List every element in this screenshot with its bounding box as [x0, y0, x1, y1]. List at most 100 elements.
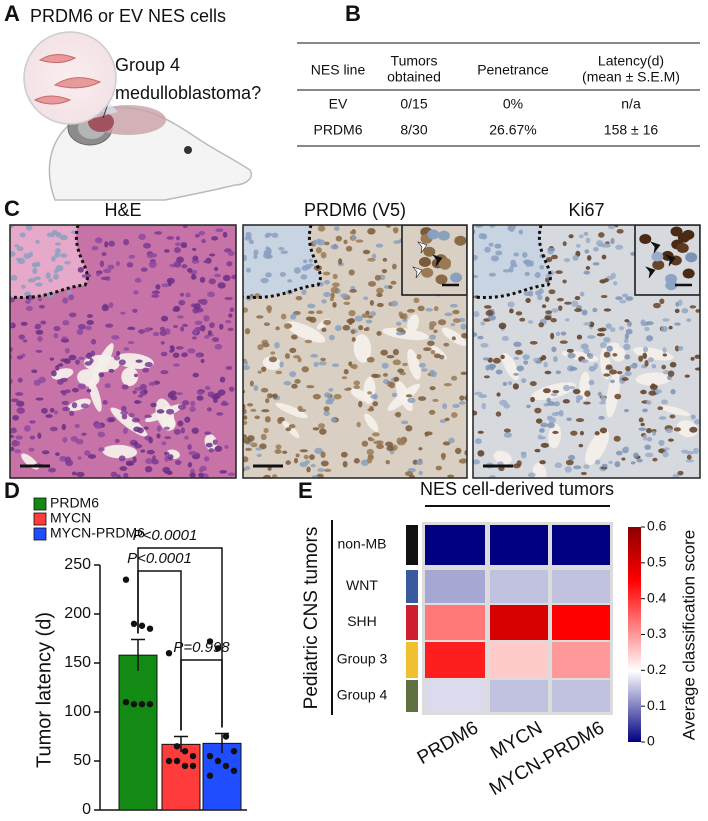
nucleus: [123, 427, 128, 435]
nucleus: [271, 232, 279, 238]
legend-swatch: [33, 527, 47, 541]
nucleus: [68, 410, 75, 417]
panel-label: D: [4, 478, 20, 503]
nucleus: [341, 376, 348, 380]
tissue-gap: [548, 423, 562, 449]
nucleus: [32, 267, 38, 275]
nucleus: [546, 257, 553, 263]
nucleus: [94, 237, 103, 244]
nucleus: [563, 384, 571, 392]
nucleus: [35, 329, 44, 335]
nucleus: [355, 239, 364, 243]
nucleus: [369, 300, 375, 306]
nucleus: [142, 242, 152, 249]
nucleus: [81, 432, 87, 436]
nucleus: [690, 414, 696, 420]
nucleus: [27, 278, 36, 283]
nucleus: [645, 321, 654, 326]
p-value: P<0.0001: [127, 550, 192, 567]
nucleus: [314, 447, 323, 455]
nucleus: [498, 322, 507, 330]
nucleus: [363, 296, 369, 301]
nucleus: [575, 418, 585, 423]
nucleus: [38, 376, 46, 384]
data-point: [146, 625, 154, 632]
nucleus: [599, 427, 608, 434]
nucleus: [551, 346, 557, 353]
nucleus: [552, 390, 560, 394]
inset-nucleus: [418, 257, 431, 268]
nucleus: [59, 234, 68, 241]
nucleus: [348, 317, 355, 324]
nucleus: [558, 305, 563, 311]
nucleus: [659, 298, 665, 305]
nucleus: [658, 439, 665, 446]
nucleus: [548, 289, 556, 295]
nucleus: [156, 425, 162, 432]
nucleus: [616, 371, 623, 375]
nucleus: [77, 456, 82, 460]
nucleus: [596, 240, 604, 247]
colorbar-tick-label: 0.4: [647, 589, 667, 605]
nucleus: [53, 326, 61, 332]
nucleus: [382, 372, 388, 377]
nucleus: [121, 413, 128, 420]
nucleus: [461, 332, 467, 339]
nucleus: [101, 251, 107, 257]
nucleus: [603, 373, 611, 377]
nucleus: [605, 364, 613, 370]
nucleus: [62, 437, 68, 443]
arrowhead: [432, 254, 443, 267]
tumor-border: [473, 225, 552, 299]
nucleus: [76, 329, 84, 335]
nucleus: [61, 423, 67, 431]
nucleus: [134, 277, 142, 283]
nucleus: [669, 361, 677, 368]
nucleus: [148, 381, 156, 387]
nucleus: [574, 296, 581, 301]
nucleus: [87, 454, 97, 459]
nucleus: [35, 239, 40, 244]
nucleus: [638, 417, 644, 423]
nucleus: [250, 408, 257, 412]
nucleus: [400, 420, 409, 425]
nucleus: [619, 299, 627, 304]
data-point: [165, 757, 173, 765]
nucleus: [29, 435, 36, 440]
nucleus: [310, 464, 316, 468]
nucleus: [477, 335, 484, 340]
nucleus: [17, 377, 23, 383]
nucleus: [304, 339, 313, 344]
nucleus: [160, 315, 169, 322]
nucleus: [260, 387, 269, 393]
nucleus: [308, 263, 314, 267]
nucleus: [144, 327, 151, 333]
nucleus: [77, 266, 84, 273]
nucleus: [32, 262, 38, 267]
nucleus: [433, 329, 438, 333]
nucleus: [14, 449, 22, 454]
nucleus: [176, 315, 184, 319]
nucleus: [193, 303, 201, 310]
nucleus: [543, 361, 548, 368]
nucleus: [652, 457, 658, 462]
nucleus: [214, 266, 219, 272]
nucleus: [686, 318, 692, 322]
data-point: [122, 699, 130, 706]
nucleus: [151, 459, 159, 465]
nucleus: [673, 427, 681, 432]
table-cell: 0/15: [400, 96, 427, 112]
nucleus: [55, 452, 60, 457]
nucleus: [150, 402, 157, 408]
nucleus: [68, 294, 75, 301]
nucleus: [187, 462, 193, 468]
row-label: WNT: [346, 577, 378, 593]
nucleus: [502, 381, 508, 387]
tissue-gap: [285, 321, 326, 343]
nucleus: [146, 252, 154, 259]
nucleus: [181, 352, 188, 358]
nucleus: [444, 417, 450, 422]
nucleus: [285, 460, 291, 465]
nucleus: [599, 401, 606, 405]
nucleus: [444, 312, 453, 317]
